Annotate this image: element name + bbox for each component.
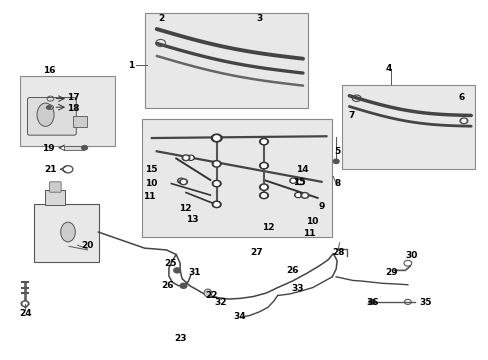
Circle shape [211, 134, 222, 142]
Text: 21: 21 [44, 165, 57, 174]
Circle shape [261, 194, 266, 197]
Text: 14: 14 [295, 166, 308, 175]
Circle shape [259, 184, 268, 190]
Circle shape [368, 300, 375, 305]
Text: 25: 25 [164, 259, 176, 268]
FancyBboxPatch shape [73, 116, 86, 127]
Text: 28: 28 [331, 248, 344, 257]
Circle shape [188, 156, 192, 159]
Ellipse shape [203, 289, 211, 297]
Text: 5: 5 [333, 147, 340, 156]
Text: 15: 15 [144, 165, 157, 174]
Circle shape [214, 162, 219, 166]
Circle shape [212, 201, 221, 208]
Circle shape [261, 185, 266, 189]
Circle shape [182, 155, 189, 161]
Text: 12: 12 [261, 223, 274, 232]
Circle shape [21, 301, 29, 307]
FancyBboxPatch shape [64, 145, 83, 150]
Circle shape [294, 193, 301, 198]
Text: 16: 16 [43, 66, 56, 75]
FancyBboxPatch shape [20, 76, 115, 146]
Circle shape [180, 283, 186, 288]
Circle shape [259, 162, 268, 169]
Circle shape [23, 302, 27, 305]
Text: 36: 36 [365, 298, 378, 307]
Circle shape [301, 193, 308, 198]
Text: 20: 20 [81, 241, 94, 250]
Circle shape [259, 192, 268, 199]
Circle shape [81, 145, 87, 150]
Ellipse shape [61, 222, 75, 242]
Circle shape [212, 161, 221, 167]
FancyBboxPatch shape [44, 190, 65, 205]
Text: 17: 17 [66, 93, 79, 102]
Text: 10: 10 [305, 217, 317, 226]
Text: 7: 7 [348, 111, 354, 120]
Circle shape [296, 179, 304, 185]
Circle shape [259, 138, 268, 145]
FancyBboxPatch shape [341, 85, 474, 169]
Circle shape [461, 120, 465, 122]
Text: 15: 15 [292, 178, 305, 187]
Text: 13: 13 [185, 215, 198, 224]
Text: 26: 26 [161, 281, 173, 290]
Circle shape [289, 178, 296, 183]
Circle shape [303, 194, 306, 197]
Circle shape [213, 136, 219, 140]
FancyBboxPatch shape [49, 182, 61, 192]
Circle shape [179, 179, 187, 185]
Text: 27: 27 [250, 248, 263, 257]
FancyBboxPatch shape [34, 204, 99, 262]
Circle shape [214, 203, 219, 206]
Text: 8: 8 [333, 179, 340, 188]
Circle shape [291, 179, 295, 182]
Circle shape [187, 155, 194, 160]
Circle shape [183, 156, 187, 159]
FancyBboxPatch shape [144, 13, 307, 108]
Text: 34: 34 [233, 312, 245, 321]
Circle shape [212, 180, 221, 187]
FancyBboxPatch shape [142, 119, 331, 237]
Text: 29: 29 [385, 268, 397, 277]
Text: 1: 1 [128, 61, 134, 70]
Text: 4: 4 [385, 64, 391, 73]
FancyBboxPatch shape [27, 98, 76, 135]
Circle shape [179, 179, 183, 182]
Text: 19: 19 [42, 144, 55, 153]
Text: 26: 26 [285, 266, 298, 275]
Circle shape [46, 106, 50, 109]
Text: 3: 3 [256, 14, 262, 23]
Text: 11: 11 [302, 229, 314, 238]
Text: 10: 10 [144, 179, 157, 188]
Text: 30: 30 [404, 251, 417, 260]
Text: 35: 35 [419, 298, 431, 307]
Ellipse shape [37, 103, 54, 126]
Text: 24: 24 [19, 309, 31, 318]
Circle shape [332, 159, 338, 163]
Text: 32: 32 [214, 298, 227, 307]
Circle shape [459, 118, 467, 124]
Text: 33: 33 [290, 284, 303, 293]
Circle shape [261, 140, 266, 143]
Text: 18: 18 [66, 104, 79, 113]
Circle shape [296, 194, 300, 197]
Text: 6: 6 [457, 93, 464, 102]
Circle shape [214, 182, 219, 185]
Circle shape [181, 180, 185, 183]
Circle shape [173, 268, 180, 273]
Circle shape [261, 164, 266, 167]
Circle shape [298, 180, 302, 183]
Text: 23: 23 [174, 334, 186, 343]
Circle shape [177, 178, 184, 183]
Text: 31: 31 [188, 268, 201, 277]
Text: 22: 22 [204, 291, 217, 300]
Text: 11: 11 [143, 192, 155, 201]
Text: 12: 12 [179, 204, 191, 213]
Text: 2: 2 [158, 14, 164, 23]
Text: 9: 9 [318, 202, 324, 211]
